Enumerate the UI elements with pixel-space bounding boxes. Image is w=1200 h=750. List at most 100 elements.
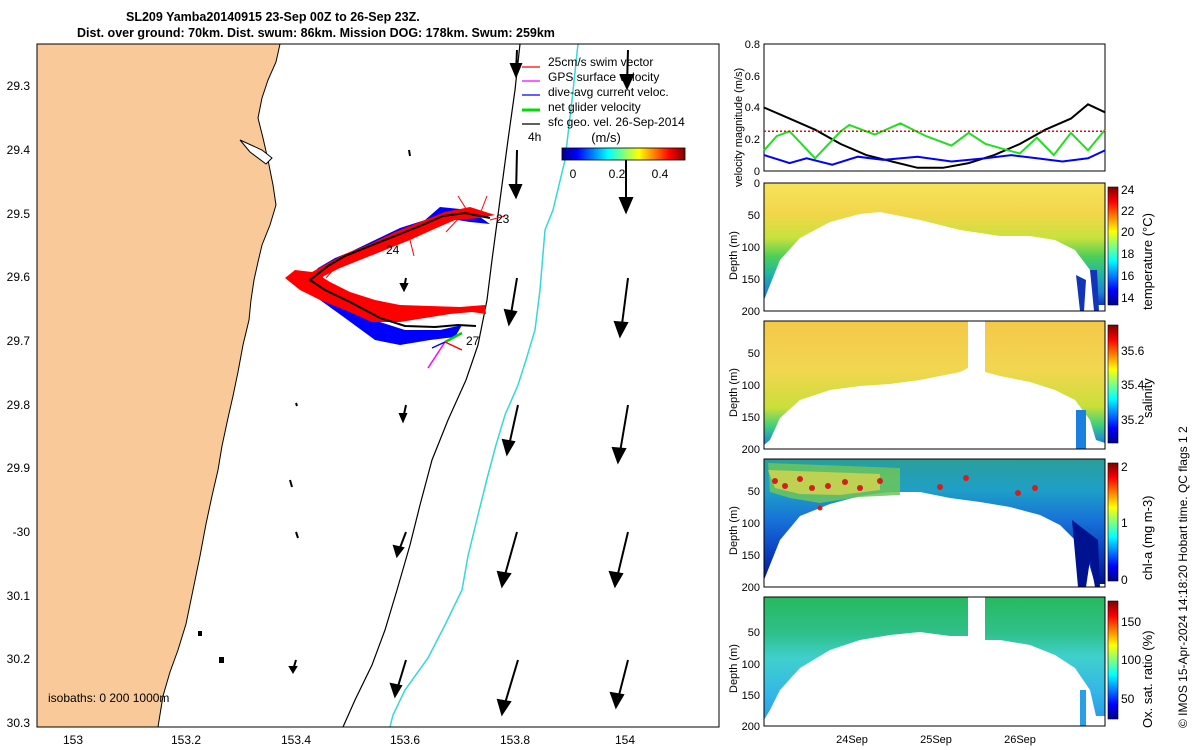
svg-text:150: 150	[742, 412, 760, 424]
svg-text:22: 22	[1121, 204, 1135, 218]
svg-text:35.2: 35.2	[1121, 413, 1145, 427]
svg-text:1: 1	[1121, 516, 1128, 530]
chart-title-line1: SL209 Yamba20140915 23-Sep 00Z to 26-Sep…	[126, 10, 420, 24]
svg-text:4h: 4h	[528, 130, 541, 144]
isobath-label: isobaths: 0 200 1000m	[48, 691, 169, 705]
svg-text:100: 100	[742, 242, 760, 254]
svg-text:50: 50	[748, 348, 760, 360]
svg-text:30.2: 30.2	[7, 652, 31, 666]
svg-text:150: 150	[742, 690, 760, 702]
svg-text:50: 50	[748, 210, 760, 222]
svg-text:(m/s): (m/s)	[591, 130, 621, 145]
svg-text:25Sep: 25Sep	[920, 734, 952, 746]
svg-text:153.4: 153.4	[281, 733, 311, 747]
velocity-ylabel: velocity magnitude (m/s)	[733, 67, 745, 187]
svg-text:14: 14	[1121, 291, 1135, 305]
svg-text:153.8: 153.8	[500, 733, 530, 747]
svg-text:27: 27	[466, 334, 480, 348]
svg-text:29.5: 29.5	[7, 207, 31, 221]
svg-text:2: 2	[1121, 460, 1128, 474]
map-y-ticks: 29.3 29.4 29.5 29.6 29.7 29.8 29.9 -30 3…	[7, 79, 31, 730]
svg-text:0.2: 0.2	[745, 134, 760, 146]
svg-text:200: 200	[742, 582, 760, 594]
svg-text:29.4: 29.4	[7, 143, 31, 157]
svg-text:100: 100	[742, 659, 760, 671]
chart-title-line2: Dist. over ground: 70km. Dist. swum: 86k…	[77, 26, 555, 40]
svg-text:0.4: 0.4	[652, 167, 669, 181]
svg-text:26Sep: 26Sep	[1004, 734, 1036, 746]
svg-text:200: 200	[742, 721, 760, 733]
land-mass	[37, 44, 281, 727]
svg-text:29.9: 29.9	[7, 461, 31, 475]
glider-track-line	[308, 211, 491, 329]
svg-text:25cm/s swim vector: 25cm/s swim vector	[548, 55, 653, 69]
svg-text:0.6: 0.6	[745, 71, 760, 83]
svg-text:0.8: 0.8	[745, 39, 760, 51]
svg-text:24Sep: 24Sep	[836, 734, 868, 746]
svg-text:0.4: 0.4	[745, 102, 760, 114]
speed-colorbar: (m/s) 0 0.2 0.4	[561, 130, 686, 181]
velocity-series-1	[763, 122, 1106, 160]
temperature-colorbar-label: temperature (°C)	[1140, 213, 1155, 310]
svg-text:29.8: 29.8	[7, 398, 31, 412]
geostrophic-velocity-arrows	[198, 49, 635, 717]
svg-text:GPS surface velocity: GPS surface velocity	[548, 70, 659, 84]
svg-text:154: 154	[615, 733, 635, 747]
svg-text:24: 24	[386, 243, 400, 257]
chlorophyll-section: 50 100 150 200 0 1 2	[742, 458, 1128, 594]
svg-text:200: 200	[742, 306, 760, 318]
salinity-section: 50 100 150 200 35.2 35.4 35.6	[742, 320, 1145, 456]
svg-text:24: 24	[1121, 183, 1135, 197]
temperature-ylabel: Depth (m)	[728, 231, 740, 280]
svg-text:35.6: 35.6	[1121, 344, 1145, 358]
svg-text:30.1: 30.1	[7, 589, 31, 603]
svg-text:dive-avg current veloc.: dive-avg current veloc.	[548, 85, 669, 99]
map-x-ticks: 153 153.2 153.4 153.6 153.8 154	[63, 733, 635, 747]
svg-text:50: 50	[1121, 692, 1135, 706]
salinity-colorbar-label: salinity	[1140, 378, 1155, 418]
svg-text:50: 50	[748, 627, 760, 639]
svg-text:153.2: 153.2	[171, 733, 201, 747]
svg-text:150: 150	[1121, 615, 1141, 629]
svg-text:20: 20	[1121, 225, 1135, 239]
svg-text:16: 16	[1121, 269, 1135, 283]
copyright-note: © IMOS 15-Apr-2024 14:18:20 Hobart time.…	[1176, 426, 1190, 728]
svg-text:100: 100	[742, 380, 760, 392]
svg-text:0: 0	[754, 166, 760, 178]
svg-text:net glider velocity: net glider velocity	[548, 100, 641, 114]
svg-text:0.2: 0.2	[609, 167, 626, 181]
oxygen-ylabel: Depth (m)	[728, 644, 740, 693]
svg-text:sfc geo. vel. 26-Sep-2014: sfc geo. vel. 26-Sep-2014	[548, 115, 685, 129]
svg-text:150: 150	[742, 274, 760, 286]
isobath-1000m	[389, 44, 579, 727]
svg-text:29.6: 29.6	[7, 270, 31, 284]
svg-text:30.3: 30.3	[7, 716, 31, 730]
chl-colorbar-label: chl-a (mg m-3)	[1140, 495, 1155, 580]
svg-text:23: 23	[496, 212, 510, 226]
swim-vector-arrows	[325, 195, 506, 279]
svg-text:0: 0	[570, 167, 577, 181]
temperature-section: 0 50 100 150 200 14 16 18 20 22 24	[742, 178, 1135, 318]
chl-ylabel: Depth (m)	[728, 506, 740, 555]
velocity-series-2	[763, 149, 1106, 166]
isobath-200m	[342, 44, 521, 727]
oxygen-section: 50 100 150 200 24Sep 25Sep 26Sep 50 100 …	[742, 596, 1141, 746]
velocity-magnitude-panel: 0 0.2 0.4 0.6 0.8	[745, 39, 1106, 178]
svg-text:18: 18	[1121, 247, 1135, 261]
svg-text:153: 153	[63, 733, 83, 747]
velocity-arrows-end	[427, 331, 463, 369]
svg-text:100: 100	[742, 518, 760, 530]
salinity-ylabel: Depth (m)	[728, 368, 740, 417]
oxygen-colorbar-label: Ox. sat. ratio (%)	[1140, 630, 1155, 728]
svg-text:100: 100	[1121, 653, 1141, 667]
svg-text:0: 0	[754, 178, 760, 190]
svg-text:150: 150	[742, 550, 760, 562]
swim-vector-band	[285, 207, 495, 322]
svg-text:29.3: 29.3	[7, 79, 31, 93]
svg-text:29.7: 29.7	[7, 334, 31, 348]
svg-text:153.6: 153.6	[390, 733, 420, 747]
day-labels: 23 24 27	[386, 212, 510, 348]
svg-text:-30: -30	[13, 525, 31, 539]
svg-text:0: 0	[1121, 573, 1128, 587]
